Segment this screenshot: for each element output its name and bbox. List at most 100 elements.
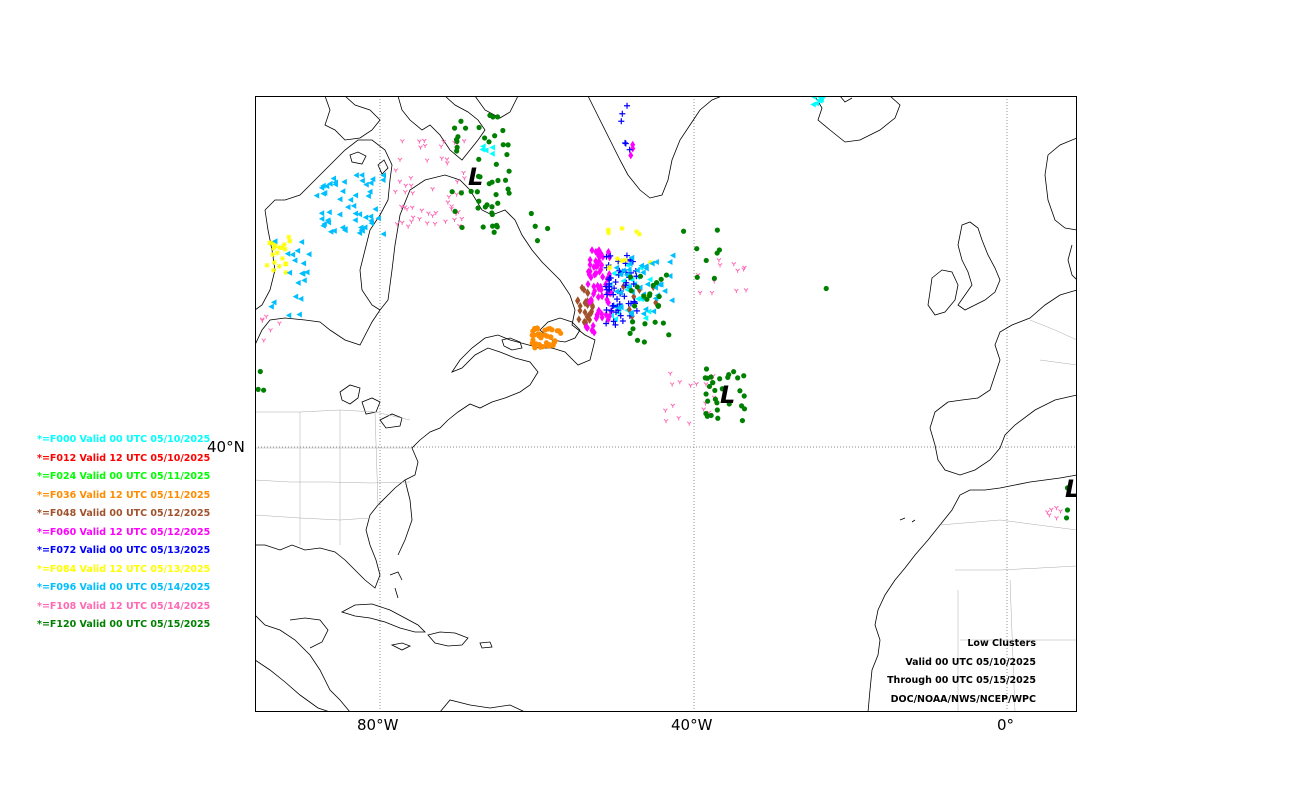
cluster-marker <box>417 216 422 222</box>
cluster-marker <box>458 118 464 124</box>
cluster-marker <box>595 292 601 301</box>
cluster-marker <box>493 191 499 198</box>
lat-label-40n: 40°N <box>207 438 245 456</box>
cluster-marker <box>714 250 720 256</box>
coast-iceland-w <box>839 96 853 103</box>
cluster-marker <box>461 170 466 176</box>
cluster-marker <box>617 312 624 319</box>
info-title: Low Clusters <box>967 638 1036 649</box>
cluster-marker <box>734 288 739 294</box>
legend-item-f024: *=F024 Valid 00 UTC 05/11/2025 <box>37 471 211 482</box>
cluster-marker <box>600 252 606 261</box>
cluster-marker <box>614 256 620 262</box>
cluster-marker <box>614 296 621 303</box>
cluster-marker <box>623 279 630 286</box>
cluster-marker <box>714 227 720 233</box>
cluster-marker <box>287 238 293 244</box>
cluster-marker <box>622 140 629 147</box>
cluster-marker <box>813 100 820 107</box>
cluster-marker <box>617 289 623 296</box>
cluster-marker <box>545 225 551 232</box>
cluster-marker <box>283 269 289 275</box>
cluster-marker <box>612 279 619 286</box>
cluster-marker <box>356 230 363 237</box>
cluster-marker <box>543 332 549 339</box>
coast-hudson-west <box>255 209 276 311</box>
cluster-marker <box>505 142 511 148</box>
low-label-labrador: L <box>468 163 483 191</box>
cluster-marker <box>380 176 386 183</box>
cluster-marker <box>353 172 359 179</box>
cluster-marker <box>486 181 492 187</box>
cluster-marker <box>610 302 617 309</box>
cluster-marker <box>694 246 700 252</box>
cluster-marker <box>283 261 289 267</box>
cluster-marker <box>613 264 620 271</box>
cluster-marker <box>622 257 628 263</box>
cluster-marker <box>641 293 647 299</box>
legend-item-f108: *=F108 Valid 12 UTC 05/14/2025 <box>37 600 211 612</box>
cluster-marker <box>626 146 633 153</box>
cluster-marker <box>459 216 465 222</box>
cluster-marker <box>279 255 285 261</box>
cluster-marker <box>717 376 723 382</box>
cluster-marker <box>612 316 618 323</box>
coast-puerto-rico <box>479 641 493 649</box>
cluster-marker <box>444 161 450 166</box>
cluster-marker <box>649 260 655 267</box>
cluster-marker <box>550 342 556 348</box>
cluster-marker <box>739 417 746 424</box>
forecast-legend: *=F000 Valid 00 UTC 05/10/2025 *=F012 Va… <box>37 433 210 637</box>
graticule <box>255 96 1077 712</box>
cluster-marker <box>399 139 405 144</box>
cluster-marker <box>457 223 462 229</box>
cluster-marker <box>579 283 585 292</box>
cluster-marker <box>271 238 278 245</box>
cluster-marker <box>493 161 499 167</box>
cluster-marker <box>712 387 718 394</box>
cluster-marker <box>352 217 358 224</box>
cluster-marker <box>626 266 632 273</box>
cluster-marker <box>743 288 749 293</box>
cluster-marker <box>356 211 363 218</box>
info-valid: Valid 00 UTC 05/10/2025 <box>905 656 1036 668</box>
cluster-marker <box>719 386 725 392</box>
coast-greenland <box>587 96 723 199</box>
cluster-marker <box>336 196 343 203</box>
cluster-marker <box>367 180 374 187</box>
cluster-marker <box>424 221 430 226</box>
cluster-marker <box>650 282 656 288</box>
cluster-marker <box>490 114 496 120</box>
cluster-marker <box>627 330 633 336</box>
cluster-marker <box>593 314 599 323</box>
cluster-marker <box>626 260 633 267</box>
coastlines <box>255 96 1077 712</box>
cluster-marker <box>271 245 277 251</box>
coast-north-america <box>255 174 596 589</box>
cluster-marker <box>294 247 301 254</box>
cluster-marker <box>404 206 410 212</box>
cluster-marker <box>441 139 447 144</box>
coast-africa <box>867 474 1077 712</box>
cluster-marker <box>279 245 285 251</box>
cluster-marker <box>618 258 624 264</box>
cluster-marker <box>270 299 277 306</box>
cluster-marker <box>305 251 312 258</box>
cluster-marker <box>454 148 460 154</box>
cluster-marker <box>591 263 597 272</box>
cluster-marker <box>628 288 634 294</box>
cluster-marker <box>372 206 378 213</box>
cluster-marker <box>323 183 330 190</box>
cluster-marker <box>449 204 454 209</box>
cluster-marker <box>628 311 634 318</box>
cluster-marker <box>656 281 662 288</box>
cluster-marker <box>409 219 414 224</box>
cluster-marker <box>449 206 454 212</box>
cluster-marker <box>532 326 538 332</box>
cluster-marker <box>286 234 292 240</box>
cluster-marker <box>446 194 452 200</box>
cluster-marker <box>603 291 610 298</box>
cluster-marker <box>656 293 662 300</box>
cluster-marker <box>619 110 626 117</box>
cluster-marker <box>640 269 646 276</box>
